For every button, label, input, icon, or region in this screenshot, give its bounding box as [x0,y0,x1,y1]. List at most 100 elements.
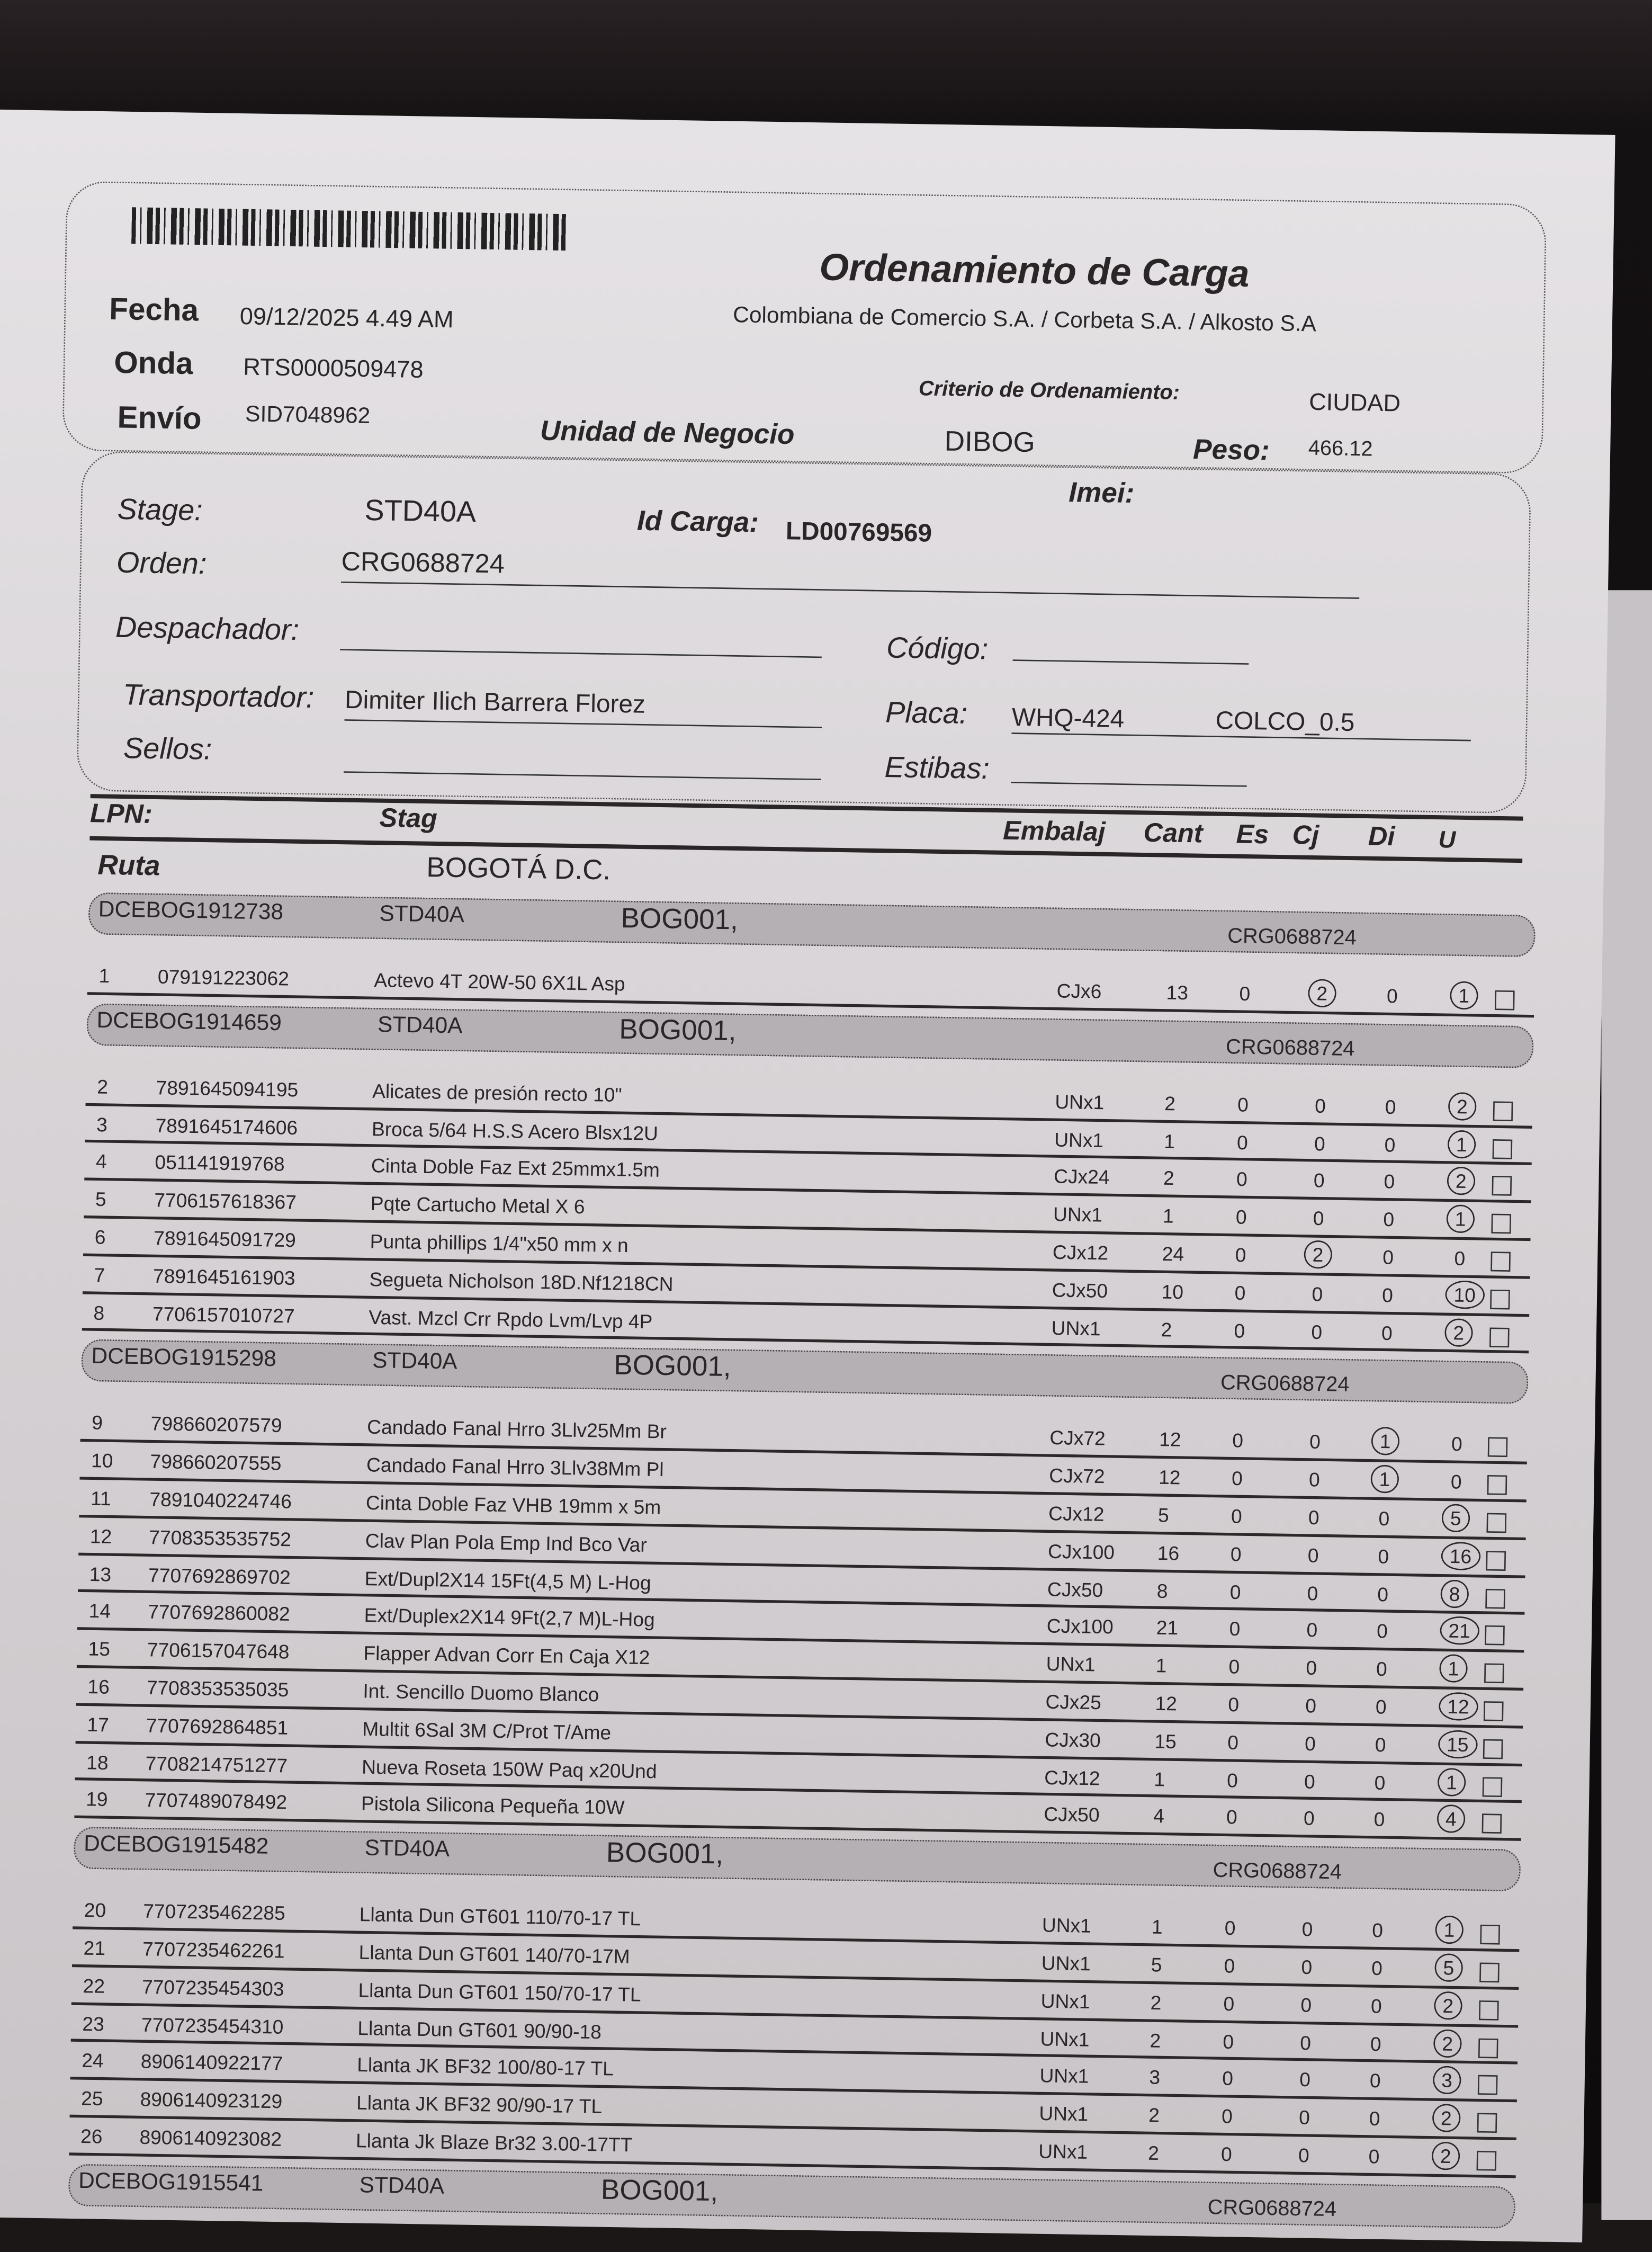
cell-code: 7707235454303 [141,1974,284,2000]
unidad-label: Unidad de Negocio [540,416,795,451]
row-checkbox[interactable] [1492,1138,1513,1159]
row-checkbox[interactable] [1486,1513,1507,1533]
row-checkbox[interactable] [1484,1663,1504,1684]
row-checkbox[interactable] [1477,2113,1497,2133]
cell-cant: 1 [1162,1204,1174,1228]
cell-es: 0 [1230,1542,1242,1565]
row-checkbox[interactable] [1478,2037,1498,2058]
cell-u: 4 [1436,1804,1465,1834]
codigo-label: Código: [886,632,989,666]
cell-cj: 0 [1304,1731,1316,1755]
row-checkbox[interactable] [1483,1739,1503,1759]
cell-u: 2 [1432,2104,1461,2133]
cell-emb: CJx30 [1045,1728,1101,1751]
cell-n: 8 [93,1300,105,1324]
lpn-order: CRG0688724 [1207,2195,1337,2221]
cell-es: 0 [1229,1580,1241,1603]
cell-di: 0 [1368,2144,1380,2168]
row-checkbox[interactable] [1480,1925,1500,1945]
col-lpn: LPN: [89,799,153,830]
cell-es: 0 [1220,2142,1233,2165]
orden-label: Orden: [116,547,207,581]
col-cant: Cant [1143,819,1204,850]
cell-desc: Pqte Cartucho Metal X 6 [370,1192,585,1218]
cell-n: 3 [96,1112,108,1136]
cell-n: 2 [96,1075,109,1098]
cell-di: 0 [1376,1657,1388,1681]
cell-di: 0 [1372,1919,1384,1942]
row-checkbox[interactable] [1490,1289,1510,1309]
onda-label: Onda [113,344,194,381]
cell-code: 7891645161903 [152,1264,296,1289]
cell-cj: 0 [1298,2106,1310,2129]
lpn-group: DCEBOG1914659 STD40A BOG001, CRG0688724 2 789… [82,1003,1534,1360]
cell-code: 7707692864851 [146,1713,289,1739]
cell-emb: UNx1 [1039,2064,1089,2088]
cell-u: 12 [1438,1692,1478,1721]
row-checkbox[interactable] [1486,1550,1506,1571]
cell-cj: 0 [1308,1468,1321,1491]
cell-emb: CJx72 [1049,1426,1106,1450]
cell-di: 0 [1383,1208,1395,1231]
cell-emb: UNx1 [1053,1203,1103,1227]
cell-code: 8906140923129 [140,2088,283,2113]
criterio-label: Criterio de Ordenamiento: [918,377,1180,405]
row-checkbox[interactable] [1492,1176,1512,1196]
cell-n: 5 [95,1187,106,1211]
cell-cant: 2 [1164,1092,1176,1114]
cell-cant: 3 [1149,2066,1161,2089]
cell-cant: 2 [1163,1167,1175,1190]
cell-cj: 0 [1307,1581,1318,1604]
row-checkbox[interactable] [1493,1101,1513,1121]
col-es: Es [1236,820,1269,851]
lpn-code: DCEBOG1912738 [98,898,284,925]
row-checkbox[interactable] [1477,2075,1498,2096]
cell-desc: Ext/Duplex2X14 9Ft(2,7 M)L-Hog [364,1604,656,1631]
row-checkbox[interactable] [1479,1962,1500,1983]
ruta-label: Ruta [97,850,160,882]
lpn-stage: STD40A [379,902,465,928]
cell-code: 7708353535752 [149,1525,292,1550]
row-checkbox[interactable] [1479,2000,1499,2021]
idcarga-value: LD00769569 [785,516,932,548]
lpn-order: CRG0688724 [1213,1858,1342,1885]
cell-n: 24 [82,2049,104,2072]
cell-code: 7707692860082 [147,1601,291,1625]
cell-u: 1 [1450,981,1478,1010]
cell-di: 0 [1381,1283,1394,1306]
cell-desc: Punta phillips 1/4"x50 mm x n [370,1229,629,1257]
row-checkbox[interactable] [1491,1214,1512,1234]
row-checkbox[interactable] [1482,1776,1503,1797]
cell-cant: 13 [1166,981,1189,1004]
sellos-label: Sellos: [123,732,212,767]
cell-n: 18 [86,1750,109,1773]
cell-cj: 0 [1300,1993,1312,2016]
onda-value: RTS0000509478 [243,353,424,383]
cell-desc: Llanta JK BF32 100/80-17 TL [356,2053,614,2080]
row-checkbox[interactable] [1476,2150,1497,2171]
cell-es: 0 [1236,1130,1249,1154]
cell-di: 0 [1369,2107,1380,2130]
cell-cant: 1 [1163,1129,1175,1152]
row-checkbox[interactable] [1494,990,1515,1011]
cell-desc: Llanta JK BF32 90/90-17 TL [356,2091,603,2118]
cell-code: 7706157010727 [152,1301,295,1327]
cell-es: 0 [1235,1205,1247,1229]
row-checkbox[interactable] [1482,1814,1502,1834]
row-checkbox[interactable] [1483,1701,1504,1721]
row-checkbox[interactable] [1489,1327,1510,1347]
cell-cj: 0 [1305,1694,1317,1717]
cell-u: 0 [1451,1433,1463,1456]
cell-desc: Cinta Doble Faz Ext 25mmx1.5m [371,1154,660,1182]
peso-value: 466.12 [1308,436,1373,462]
row-checkbox[interactable] [1487,1475,1507,1496]
cell-cant: 12 [1158,1465,1181,1489]
row-checkbox[interactable] [1485,1625,1505,1646]
row-checkbox[interactable] [1491,1252,1511,1272]
cell-code: 798660207555 [150,1450,282,1475]
row-checkbox[interactable] [1485,1588,1505,1608]
lpn-stage: STD40A [377,1013,463,1039]
row-checkbox[interactable] [1487,1437,1508,1458]
cell-code: 8906140923082 [139,2125,282,2150]
cell-code: 079191223062 [157,965,290,990]
